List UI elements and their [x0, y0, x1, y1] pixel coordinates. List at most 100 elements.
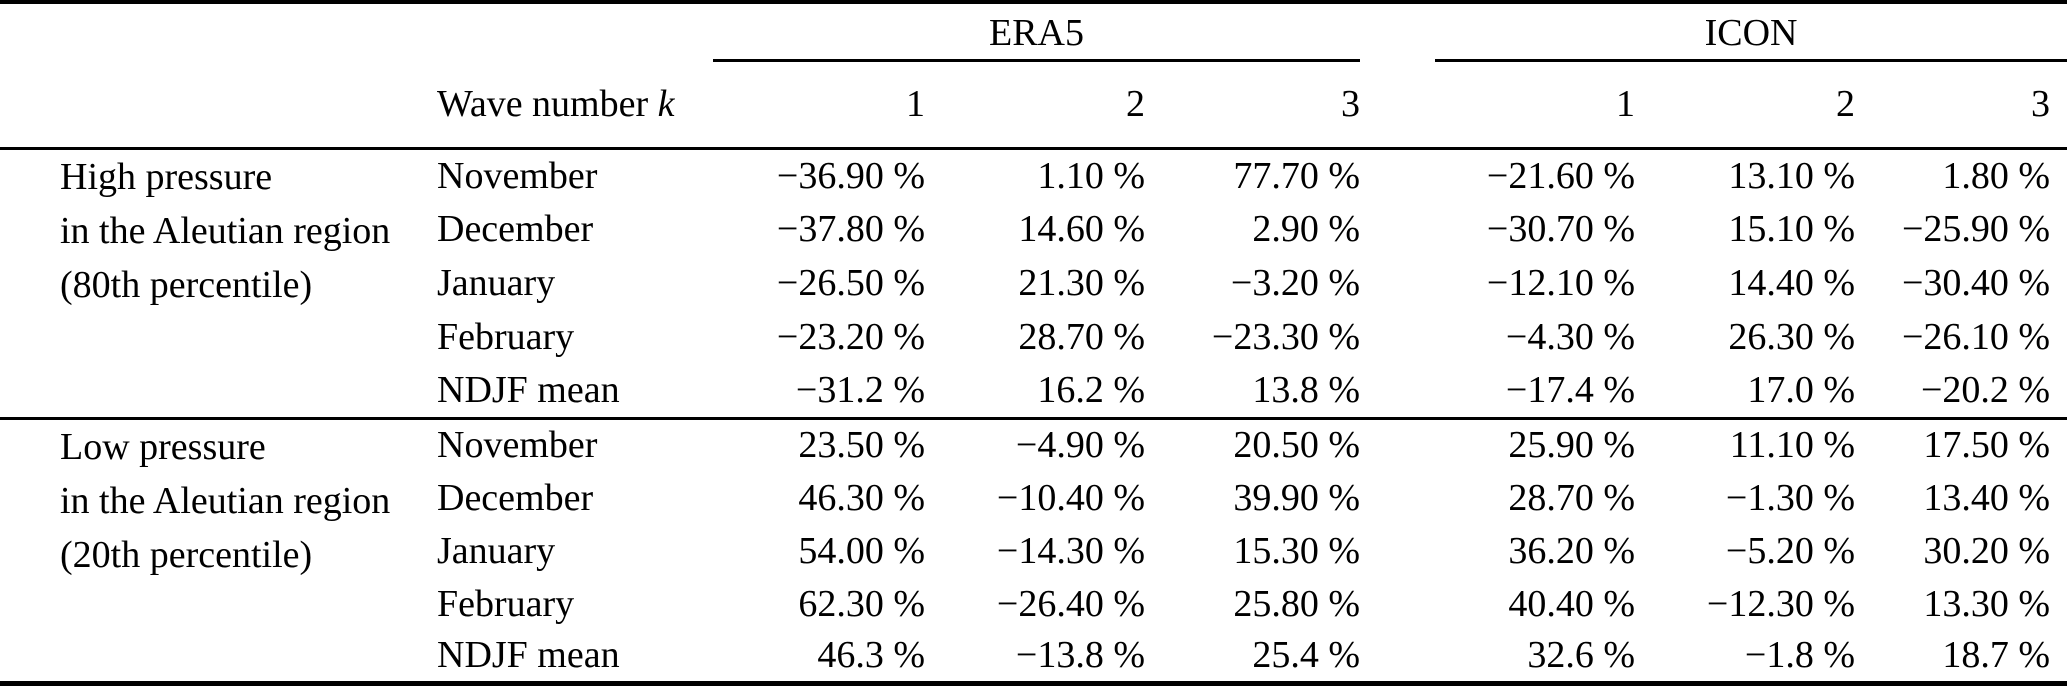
value-cell: 25.4 % [1252, 634, 1361, 677]
value-cell: −3.20 % [1230, 262, 1361, 304]
table-row: NDJF mean −31.2 % 16.2 % 13.8 % −17.4 % … [0, 364, 2067, 418]
month-label: January [437, 529, 556, 572]
value-cell: −17.4 % [1505, 369, 1636, 412]
group-label-icon: ICON [1704, 12, 1798, 54]
wave-number-header: 1 [1360, 62, 1636, 150]
value-cell: −36.90 % [776, 154, 925, 197]
group-header-icon: ICON [1360, 2, 2067, 62]
section-low-pressure: Low pressure in the Aleutian region (20t… [0, 418, 2067, 683]
table-row: December 46.30 % −10.40 % 39.90 % 28.70 … [0, 471, 2067, 524]
cmidrule-era5 [713, 59, 1361, 62]
value-cell: 46.3 % [817, 634, 925, 677]
month-label: January [437, 262, 556, 304]
wave-label-text: Wave number [437, 83, 649, 126]
section-label-line: (20th percentile) [60, 533, 313, 576]
section-label-line: High pressure [60, 155, 273, 198]
value-cell: 28.70 % [1018, 316, 1145, 358]
month-label: November [437, 154, 598, 197]
value-cell: −30.40 % [1901, 262, 2051, 304]
value-cell: −31.2 % [795, 369, 925, 412]
value-cell: 16.2 % [1037, 369, 1145, 412]
empty-cell [437, 2, 705, 62]
value-cell: 36.20 % [1508, 529, 1636, 572]
value-cell: 26.30 % [1728, 316, 1856, 358]
section-label-low-pressure: Low pressure in the Aleutian region (20t… [0, 418, 437, 683]
value-cell: −21.60 % [1486, 154, 1636, 197]
value-cell: 30.20 % [1923, 529, 2051, 572]
empty-cell [0, 2, 437, 62]
value-cell: 14.40 % [1728, 262, 1856, 304]
value-cell: 13.8 % [1252, 369, 1361, 412]
value-cell: 17.50 % [1923, 424, 2051, 467]
wave-number-header: 1 [705, 62, 925, 150]
table-row: Low pressure in the Aleutian region (20t… [0, 418, 2067, 575]
table-header: ERA5 ICON Wave number k 1 2 3 1 2 3 [0, 2, 2067, 150]
section-label-line: in the Aleutian region [60, 479, 391, 522]
value-cell: −25.90 % [1901, 208, 2051, 250]
table-row: NDJF mean 46.3 % −13.8 % 25.4 % 32.6 % −… [0, 630, 2067, 683]
value-cell: 21.30 % [1018, 262, 1145, 304]
value-cell: 13.30 % [1923, 582, 2051, 625]
value-cell: 46.30 % [798, 476, 925, 519]
value-cell: −30.70 % [1486, 208, 1636, 250]
value-cell: −1.8 % [1744, 634, 1856, 677]
value-cell: 17.0 % [1747, 369, 1856, 412]
month-label: December [437, 476, 594, 519]
wave-number-header: 3 [1855, 62, 2067, 150]
section-label-line: in the Aleutian region [60, 209, 391, 252]
value-cell: −4.30 % [1505, 316, 1636, 358]
value-cell: 11.10 % [1729, 424, 1856, 467]
value-cell: −5.20 % [1725, 529, 1856, 572]
month-label: NDJF mean [437, 369, 620, 412]
month-label: February [437, 582, 575, 625]
group-header-era5: ERA5 [705, 2, 1361, 62]
value-cell: −37.80 % [776, 208, 925, 250]
value-cell: 1.10 % [1037, 154, 1145, 197]
value-cell: 54.00 % [798, 529, 925, 572]
value-cell: −13.8 % [1015, 634, 1145, 677]
wave-symbol-k: k [657, 83, 675, 126]
cmidrule-icon [1435, 59, 2067, 62]
value-cell: −12.10 % [1486, 262, 1636, 304]
empty-cell [0, 62, 437, 150]
wave-number-header: 2 [1635, 62, 1856, 150]
value-cell: −14.30 % [996, 529, 1145, 572]
section-label-line: (80th percentile) [60, 263, 313, 306]
table-row: January −26.50 % 21.30 % −3.20 % −12.10 … [0, 256, 2067, 310]
value-cell: −10.40 % [996, 476, 1145, 519]
value-cell: 13.40 % [1923, 476, 2051, 519]
value-cell: 77.70 % [1233, 154, 1361, 197]
value-cell: 40.40 % [1508, 582, 1636, 625]
value-cell: −4.90 % [1015, 424, 1145, 467]
value-cell: 18.7 % [1942, 634, 2051, 677]
value-cell: −1.30 % [1725, 476, 1856, 519]
value-cell: 39.90 % [1233, 476, 1361, 519]
month-label: NDJF mean [437, 634, 620, 677]
month-label: February [437, 316, 575, 358]
value-cell: −20.2 % [1920, 369, 2051, 412]
section-high-pressure: High pressure in the Aleutian region (80… [0, 148, 2067, 418]
value-cell: 20.50 % [1233, 424, 1361, 467]
value-cell: −26.40 % [996, 582, 1145, 625]
wave-number-header: 3 [1145, 62, 1361, 150]
section-label-high-pressure: High pressure in the Aleutian region (80… [0, 148, 437, 418]
value-cell: 13.10 % [1728, 154, 1856, 197]
value-cell: 14.60 % [1018, 208, 1145, 250]
value-cell: 23.50 % [798, 424, 925, 467]
wave-number-k-label: Wave number k [437, 62, 705, 150]
month-label: December [437, 208, 594, 250]
group-header-row: ERA5 ICON [0, 2, 2067, 62]
table-row: High pressure in the Aleutian region (80… [0, 148, 2067, 306]
month-label: November [437, 424, 598, 467]
table-row: January 54.00 % −14.30 % 15.30 % 36.20 %… [0, 524, 2067, 577]
value-cell: 1.80 % [1942, 154, 2051, 197]
wave-number-header: 2 [925, 62, 1145, 150]
value-cell: 2.90 % [1252, 208, 1361, 250]
table-row: December −37.80 % 14.60 % 2.90 % −30.70 … [0, 202, 2067, 256]
value-cell: −23.30 % [1211, 316, 1361, 358]
section-label-line: Low pressure [60, 425, 266, 468]
value-cell: 32.6 % [1527, 634, 1636, 677]
value-cell: 25.80 % [1233, 582, 1361, 625]
